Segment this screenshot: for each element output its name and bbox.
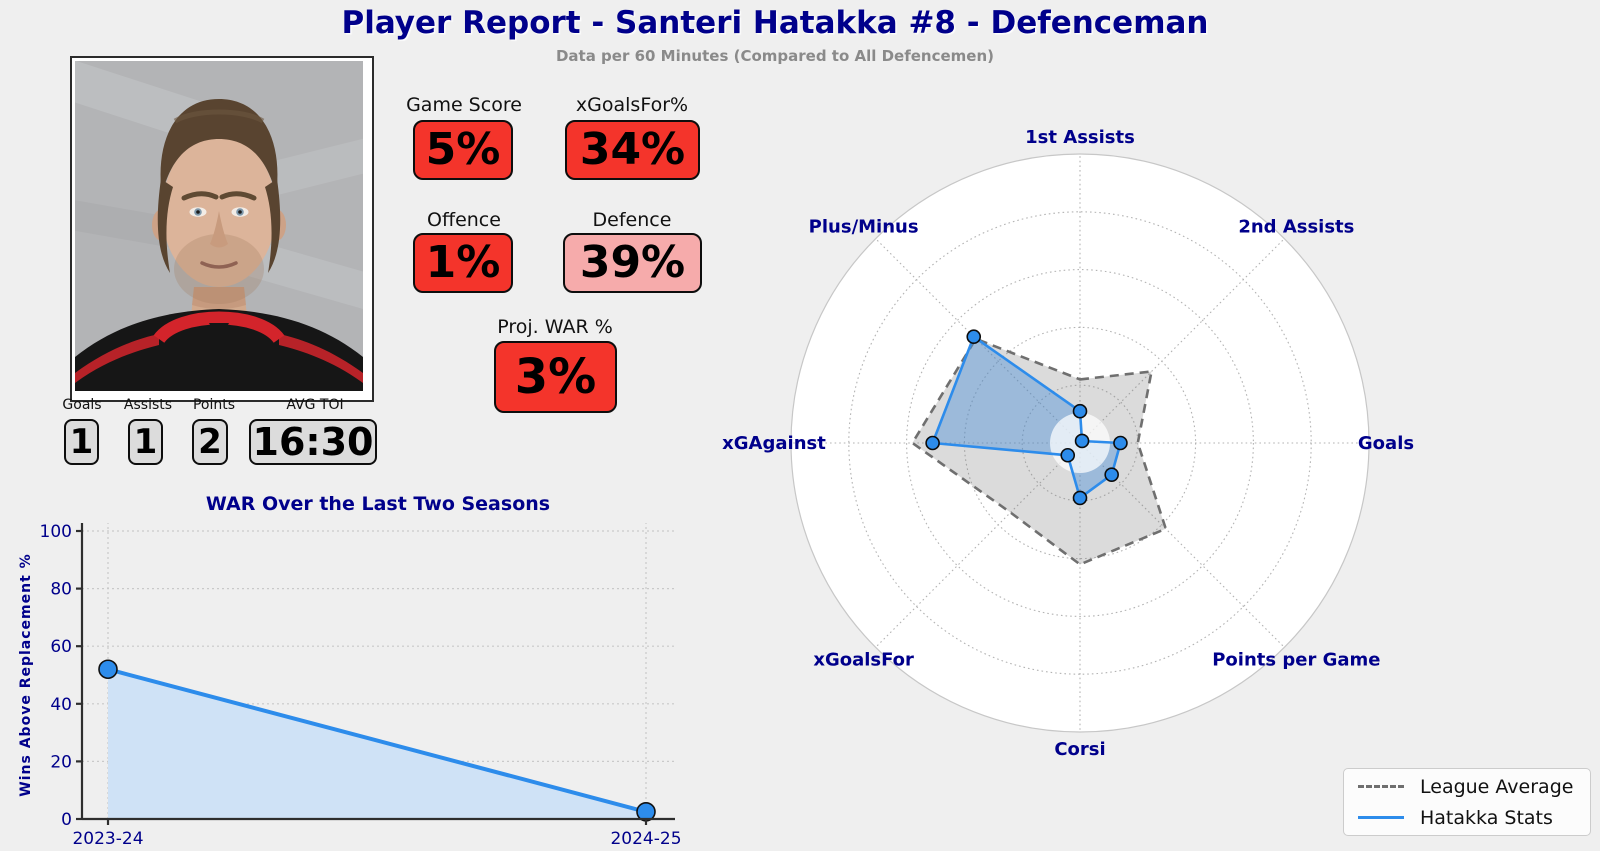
svg-text:1st Assists: 1st Assists	[1025, 127, 1135, 148]
stat-box-proj-war: 3%	[494, 341, 617, 413]
stat-box-xgoalsfor-pct: 34%	[565, 120, 700, 180]
summary-label-points: Points	[192, 397, 236, 413]
legend-dashed-line-icon	[1358, 785, 1404, 788]
svg-text:2nd Assists: 2nd Assists	[1238, 217, 1354, 238]
legend-item-league-average: League Average	[1358, 776, 1576, 798]
svg-text:20: 20	[50, 752, 72, 772]
svg-text:2024-25: 2024-25	[610, 829, 681, 849]
war-line-chart: 0 20 40 60 80 100 2023-24 2024-25 WAR Over the L…	[18, 493, 682, 849]
page-title: Player Report - Santeri Hatakka #8 - Def…	[341, 5, 1209, 41]
legend-item-hatakka-stats: Hatakka Stats	[1358, 807, 1576, 829]
stat-label-defence: Defence	[592, 209, 672, 231]
stat-label-game-score: Game Score	[406, 94, 522, 116]
stat-label-offence: Offence	[427, 209, 501, 231]
stat-box-offence: 1%	[413, 233, 513, 293]
svg-text:0: 0	[61, 810, 72, 830]
player-photo	[70, 56, 374, 402]
summary-label-avg-toi: AVG TOI	[286, 397, 344, 413]
summary-label-assists: Assists	[123, 397, 173, 413]
stat-label-xgoalsfor-pct: xGoalsFor%	[575, 94, 689, 116]
legend-label: Hatakka Stats	[1420, 806, 1553, 829]
stat-label-proj-war: Proj. WAR %	[497, 316, 613, 338]
svg-text:Wins Above Replacement %: Wins Above Replacement %	[18, 553, 34, 796]
svg-text:60: 60	[50, 637, 72, 657]
svg-text:Plus/Minus: Plus/Minus	[809, 217, 919, 238]
player-photo-illustration	[75, 61, 363, 391]
svg-text:40: 40	[50, 695, 72, 715]
radar-chart: 1st Assists 2nd Assists Goals Points per Ga…	[722, 127, 1414, 760]
svg-text:2023-24: 2023-24	[72, 829, 143, 849]
page-subtitle: Data per 60 Minutes (Compared to All Def…	[555, 47, 995, 65]
summary-box-avg-toi: 16:30	[249, 419, 377, 465]
summary-box-points: 2	[192, 419, 228, 465]
svg-text:Goals: Goals	[1358, 433, 1414, 454]
svg-text:80: 80	[50, 580, 72, 600]
radar-legend: League Average Hatakka Stats	[1343, 768, 1591, 836]
stat-box-defence: 39%	[563, 233, 702, 293]
summary-label-goals: Goals	[62, 397, 102, 413]
svg-text:Corsi: Corsi	[1054, 739, 1105, 760]
legend-solid-line-icon	[1358, 816, 1404, 819]
summary-box-assists: 1	[128, 419, 163, 465]
summary-box-goals: 1	[64, 419, 99, 465]
svg-text:xGAgainst: xGAgainst	[722, 433, 826, 454]
svg-text:Points per Game: Points per Game	[1212, 649, 1380, 670]
stat-box-game-score: 5%	[413, 120, 513, 180]
svg-text:WAR Over the Last Two Seasons: WAR Over the Last Two Seasons	[206, 493, 550, 515]
svg-text:xGoalsFor: xGoalsFor	[813, 649, 914, 670]
legend-label: League Average	[1420, 775, 1574, 798]
svg-text:100: 100	[40, 522, 72, 542]
